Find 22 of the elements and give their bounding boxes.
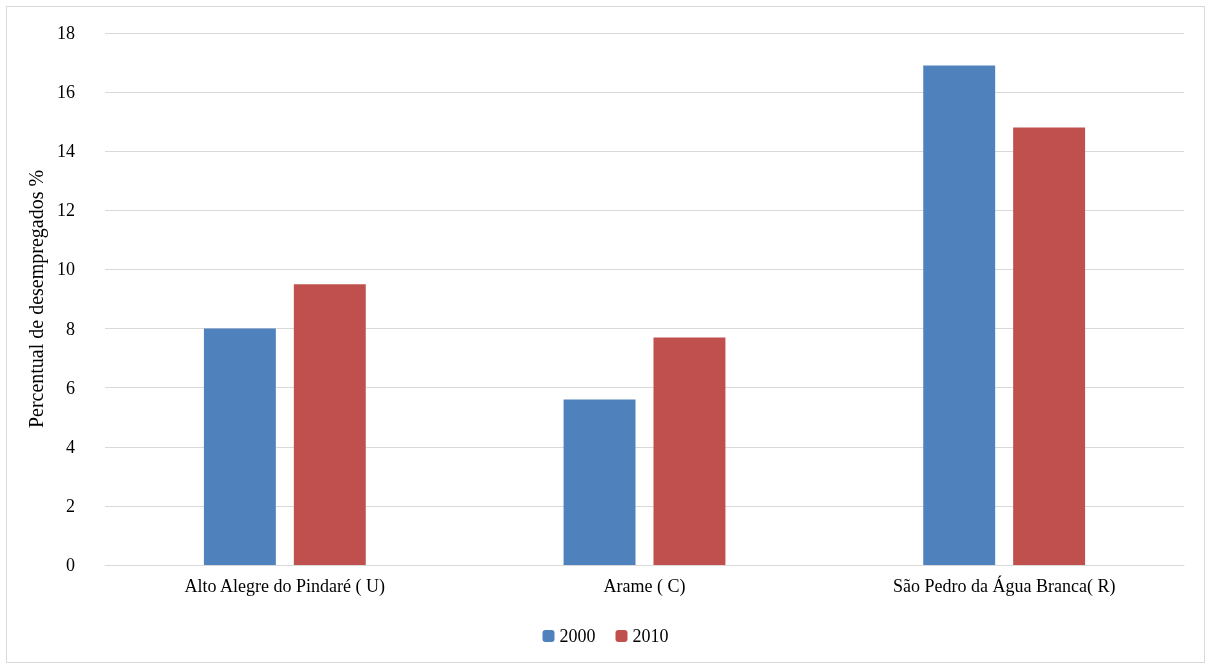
bar (293, 284, 366, 565)
y-tick-label: 0 (66, 555, 75, 575)
y-tick-label: 6 (66, 377, 75, 398)
x-tick-label: São Pedro da Água Branca( R) (892, 575, 1116, 597)
y-tick-label: 12 (57, 200, 75, 221)
bar (653, 337, 726, 565)
y-axis-title: Percentual de desempregados % (25, 169, 49, 429)
y-tick-label: 14 (57, 141, 75, 162)
legend-label: 2000 (559, 626, 596, 646)
y-tick-label: 10 (57, 259, 75, 280)
y-tick-label: 16 (57, 82, 75, 103)
y-tick-label: 2 (66, 495, 75, 516)
legend-label: 2010 (632, 626, 669, 646)
x-tick-label: Alto Alegre do Pindaré ( U) (184, 576, 386, 597)
x-tick-label: Arame ( C) (603, 576, 686, 597)
y-tick-label: 4 (66, 436, 75, 457)
bar (563, 399, 636, 565)
bar (923, 65, 996, 565)
bar (1013, 127, 1086, 565)
y-tick-label: 8 (66, 318, 75, 339)
bar (203, 328, 276, 565)
y-tick-label: 18 (57, 23, 75, 43)
